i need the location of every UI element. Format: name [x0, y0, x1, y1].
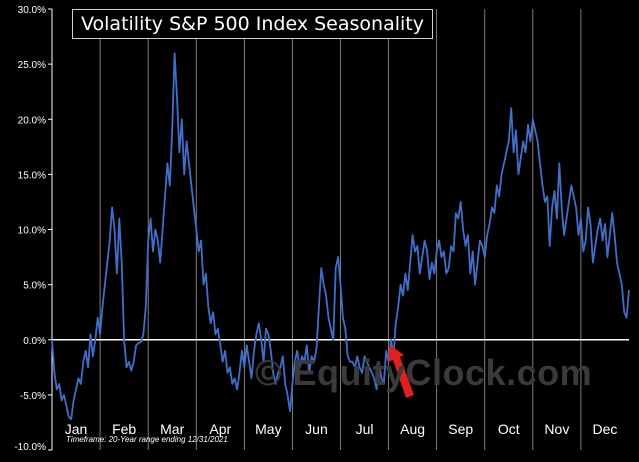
watermark: © EquityClock.com: [255, 352, 593, 393]
chart-title: Volatility S&P 500 Index Seasonality: [72, 9, 433, 39]
y-tick-label: -10.0%: [14, 442, 46, 453]
y-tick-label: 30.0%: [18, 5, 46, 16]
x-tick-label-dec: Dec: [593, 421, 618, 437]
y-tick-label: 10.0%: [18, 226, 46, 237]
y-tick-label: -5.0%: [20, 391, 46, 402]
x-axis-month-labels: Jan Feb Mar Apr May Jun Jul Aug Sep Oct Nov Dec: [65, 421, 618, 437]
y-tick-label: 25.0%: [18, 60, 46, 71]
x-tick-label-jan: Jan: [65, 421, 88, 437]
red-arrow-annotation: [388, 345, 414, 398]
x-tick-label-oct: Oct: [498, 421, 520, 437]
x-tick-label-jun: Jun: [305, 421, 328, 437]
seasonality-series-line: [51, 52, 630, 420]
month-gridlines: [99, 9, 582, 450]
x-tick-label-mar: Mar: [160, 421, 184, 437]
x-tick-label-jul: Jul: [356, 421, 374, 437]
x-tick-label-nov: Nov: [544, 421, 569, 437]
x-tick-label-aug: Aug: [400, 421, 425, 437]
y-tick-label: 5.0%: [23, 281, 46, 292]
x-tick-label-apr: Apr: [209, 421, 231, 437]
timeframe-note: Timeframe: 20-Year range ending 12/31/20…: [66, 435, 228, 444]
x-tick-label-may: May: [255, 421, 281, 437]
y-tick-label: 0.0%: [23, 336, 46, 347]
y-tick-label: 15.0%: [18, 170, 46, 181]
x-tick-label-sep: Sep: [448, 421, 473, 437]
x-tick-label-feb: Feb: [112, 421, 136, 437]
y-tick-label: 20.0%: [18, 115, 46, 126]
y-axis-ticks: -10.0% -5.0% 0.0% 5.0% 10.0% 15.0% 20.0% 25.0% 3…: [14, 5, 52, 453]
